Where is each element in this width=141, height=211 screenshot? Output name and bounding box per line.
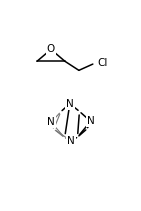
Text: N: N [47,117,55,127]
Text: N: N [66,99,74,109]
Text: N: N [87,116,95,126]
Text: Cl: Cl [98,58,108,68]
Text: O: O [47,44,55,54]
Text: N: N [67,136,75,146]
